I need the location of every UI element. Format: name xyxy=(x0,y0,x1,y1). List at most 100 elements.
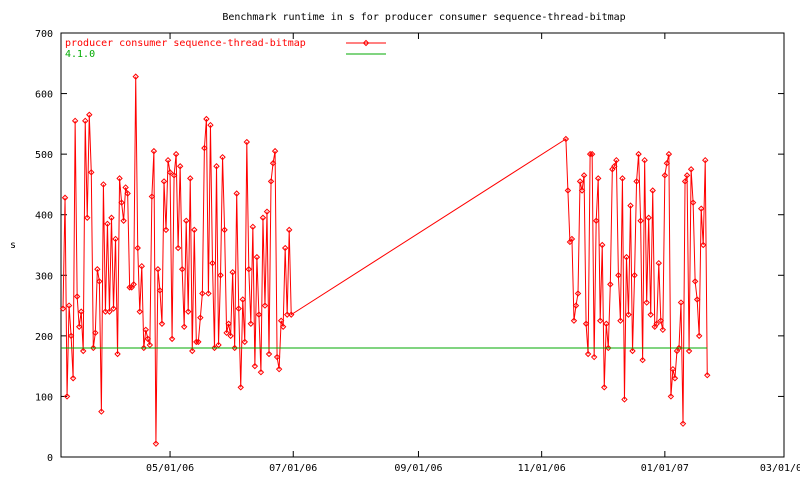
data-point xyxy=(619,175,626,182)
data-point xyxy=(286,226,293,234)
data-point xyxy=(84,214,91,221)
data-point xyxy=(675,344,683,352)
data-point xyxy=(164,156,172,164)
data-point xyxy=(269,160,277,167)
chart-title: Benchmark runtime in s for producer cons… xyxy=(222,12,625,23)
data-point xyxy=(207,121,214,129)
data-point xyxy=(582,320,590,327)
y-tick-label: 300 xyxy=(35,271,53,282)
data-point xyxy=(580,172,588,179)
x-tick-label: 11/01/06 xyxy=(518,463,566,474)
data-point xyxy=(110,305,117,312)
data-point xyxy=(700,241,707,249)
y-ticks: 0 100 200 300 400 500 600 700 xyxy=(35,29,784,464)
data-point xyxy=(594,175,602,182)
data-point xyxy=(75,323,83,330)
data-point xyxy=(150,147,158,155)
data-point xyxy=(288,311,295,318)
data-point xyxy=(183,217,190,224)
data-point xyxy=(205,290,212,297)
y-tick-label: 400 xyxy=(35,211,53,222)
data-point xyxy=(126,284,133,291)
data-point xyxy=(671,375,679,382)
data-point xyxy=(277,317,285,324)
data-point xyxy=(80,347,87,355)
data-point xyxy=(659,326,667,334)
data-point xyxy=(176,163,184,170)
data-point xyxy=(138,262,145,270)
data-point xyxy=(191,226,198,234)
data-point xyxy=(586,150,594,158)
data-point xyxy=(599,241,606,249)
data-point xyxy=(104,220,111,228)
data-point xyxy=(77,308,85,315)
data-point xyxy=(629,347,636,355)
data-point xyxy=(259,214,267,221)
data-point xyxy=(114,350,121,358)
data-point xyxy=(69,375,77,382)
data-point xyxy=(108,214,115,221)
data-point xyxy=(697,205,705,212)
data-point xyxy=(613,156,620,164)
data-point xyxy=(271,147,279,155)
data-point xyxy=(681,178,689,185)
data-point xyxy=(185,308,192,315)
data-point xyxy=(590,353,598,361)
x-tick-label: 05/01/06 xyxy=(146,463,194,474)
data-point xyxy=(211,344,218,352)
data-point xyxy=(118,199,125,206)
data-point xyxy=(144,335,152,343)
data-point xyxy=(203,115,210,123)
data-point xyxy=(669,365,677,373)
x-tick-label: 09/01/06 xyxy=(394,463,442,474)
y-tick-label: 0 xyxy=(47,453,53,464)
data-point xyxy=(237,384,244,391)
data-point xyxy=(100,181,107,188)
data-point xyxy=(106,308,113,315)
data-point xyxy=(683,172,691,179)
data-point xyxy=(572,302,580,309)
data-point xyxy=(281,244,289,252)
data-point xyxy=(689,199,697,206)
data-point xyxy=(245,266,253,273)
data-point xyxy=(279,323,287,330)
data-point xyxy=(96,278,103,285)
data-point xyxy=(154,266,162,273)
data-point xyxy=(116,175,123,182)
plot-frame xyxy=(60,32,785,458)
data-point xyxy=(227,332,234,340)
data-point xyxy=(67,332,75,340)
data-point xyxy=(199,290,206,297)
series-0 xyxy=(59,73,711,447)
data-point xyxy=(156,287,164,294)
data-point xyxy=(146,341,154,349)
data-point xyxy=(625,311,632,318)
data-point xyxy=(702,156,709,164)
data-point xyxy=(263,208,271,215)
data-point xyxy=(158,320,166,327)
data-point xyxy=(124,190,131,197)
data-point xyxy=(273,353,281,361)
data-point xyxy=(201,144,208,152)
data-point xyxy=(195,338,202,346)
data-point xyxy=(617,317,624,324)
data-point xyxy=(73,293,81,300)
data-point xyxy=(132,73,139,80)
data-point xyxy=(584,350,592,358)
x-tick-label: 01/01/07 xyxy=(641,463,689,474)
data-point xyxy=(704,372,711,379)
x-tick-label: 03/01/07 xyxy=(760,463,800,474)
data-point xyxy=(94,266,101,273)
data-point xyxy=(627,202,634,209)
data-point xyxy=(225,320,232,327)
data-point xyxy=(605,344,612,352)
data-point xyxy=(633,178,640,185)
y-tick-label: 500 xyxy=(35,150,53,161)
data-point xyxy=(653,320,660,327)
data-point xyxy=(120,217,127,224)
data-point xyxy=(180,323,188,330)
data-point xyxy=(174,244,182,252)
data-point xyxy=(693,296,701,303)
data-point xyxy=(647,311,654,318)
